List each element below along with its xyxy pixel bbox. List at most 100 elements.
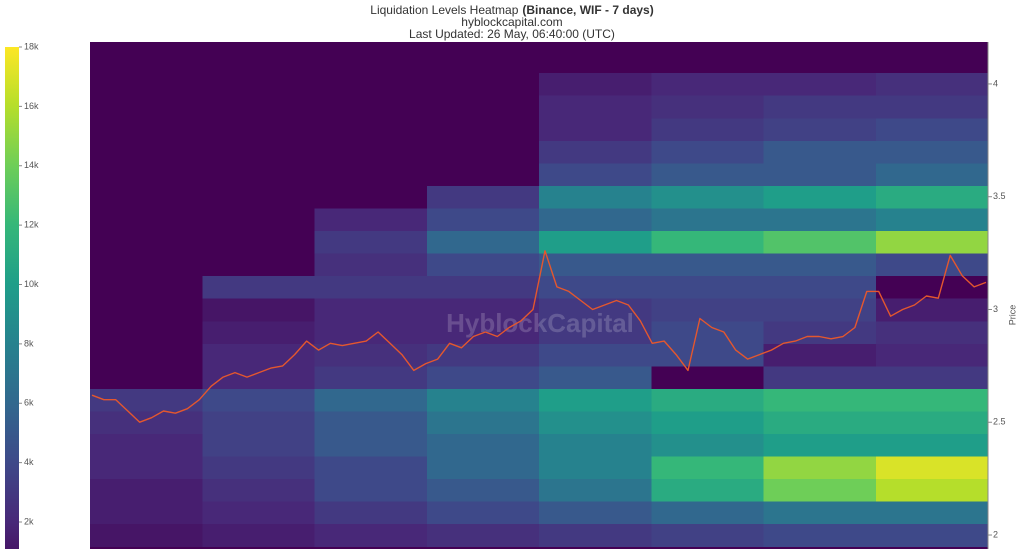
colorbar-tick-label: 2k	[24, 516, 34, 526]
heatmap-cell	[651, 230, 764, 254]
heatmap-cell	[314, 162, 428, 186]
heatmap-cell	[90, 433, 203, 457]
heatmap-cell	[651, 50, 764, 74]
heatmap-cell	[763, 72, 877, 96]
heatmap-cell	[651, 433, 764, 457]
heatmap-cell	[314, 50, 428, 74]
heatmap-cell	[651, 72, 764, 96]
heatmap-cell	[426, 410, 540, 435]
heatmap-cell	[202, 95, 315, 119]
heatmap-cell	[202, 50, 315, 74]
chart-title: Liquidation Levels Heatmap (Binance, WIF …	[370, 3, 653, 17]
colorbar-tick-label: 18k	[24, 41, 39, 51]
heatmap-cell	[875, 162, 988, 186]
heatmap-cell	[651, 95, 764, 119]
heatmap-cell	[539, 456, 652, 480]
heatmap-cell	[202, 433, 315, 457]
heatmap-cell	[426, 253, 540, 277]
heatmap-cell	[90, 410, 203, 435]
heatmap-cell	[90, 343, 203, 367]
heatmap-cell	[426, 275, 540, 299]
heatmap-cell	[314, 388, 428, 412]
heatmap-cell	[426, 343, 540, 367]
heatmap-cell	[90, 253, 203, 277]
colorbar	[5, 47, 19, 549]
heatmap-cell	[314, 365, 428, 389]
heatmap-cell	[314, 140, 428, 164]
heatmap-cell	[875, 230, 988, 254]
heatmap-cell	[90, 50, 203, 74]
heatmap-cell	[651, 140, 764, 164]
heatmap-cell	[202, 320, 315, 344]
heatmap-cell	[875, 275, 988, 299]
heatmap-cell	[426, 388, 540, 412]
heatmap-cell	[314, 320, 428, 344]
heatmap-cell	[202, 275, 315, 299]
heatmap-cell	[651, 478, 764, 502]
heatmap-cell	[651, 388, 764, 412]
heatmap-cell	[539, 410, 652, 435]
heatmap-cell	[426, 162, 540, 186]
heatmap-cell	[90, 523, 203, 547]
heatmap-cell	[314, 72, 428, 96]
heatmap-cell	[763, 185, 877, 209]
heatmap-cell	[426, 95, 540, 119]
heatmap-cell	[90, 388, 203, 412]
heatmap-cell	[875, 95, 988, 119]
heatmap-cell	[763, 320, 877, 344]
heatmap-cell	[875, 501, 988, 525]
heatmap-cell	[202, 365, 315, 389]
heatmap-cell	[539, 478, 652, 502]
heatmap-cell	[202, 72, 315, 96]
heatmap-cell	[875, 207, 988, 232]
last-updated: Last Updated: 26 May, 06:40:00 (UTC)	[409, 27, 615, 41]
colorbar-tick-label: 6k	[24, 398, 34, 408]
heatmap-cell	[90, 456, 203, 480]
watermark: HyblockCapital	[446, 308, 634, 338]
heatmap-cell	[763, 117, 877, 141]
heatmap-cell	[90, 207, 203, 232]
heatmap-cell	[763, 433, 877, 457]
colorbar-tick-label: 16k	[24, 101, 39, 111]
heatmap	[90, 50, 988, 547]
heatmap-cell	[875, 72, 988, 96]
heatmap-cell	[539, 320, 652, 344]
heatmap-cell	[539, 365, 652, 389]
heatmap-cell	[314, 410, 428, 435]
heatmap-cell	[763, 140, 877, 164]
heatmap-cell	[875, 456, 988, 480]
heatmap-cell	[314, 433, 428, 457]
heatmap-cell	[651, 162, 764, 186]
heatmap-cell	[426, 230, 540, 254]
heatmap-cell	[202, 343, 315, 367]
heatmap-cell	[90, 95, 203, 119]
heatmap-cell	[314, 275, 428, 299]
heatmap-cell	[426, 298, 540, 322]
heatmap-cell	[426, 117, 540, 141]
heatmap-cell	[202, 523, 315, 547]
heatmap-cell	[426, 501, 540, 525]
heatmap-cell	[426, 140, 540, 164]
title-bold: (Binance, WIF - 7 days)	[522, 3, 653, 17]
colorbar-tick-label: 8k	[24, 338, 34, 348]
heatmap-cell	[314, 456, 428, 480]
y-axis-label: Price	[1007, 305, 1017, 326]
heatmap-cell	[202, 230, 315, 254]
heatmap-cell	[651, 501, 764, 525]
heatmap-cell	[875, 433, 988, 457]
heatmap-cell	[90, 275, 203, 299]
heatmap-cell	[314, 185, 428, 209]
heatmap-cell	[202, 298, 315, 322]
heatmap-cell	[539, 253, 652, 277]
heatmap-cell	[763, 523, 877, 547]
heatmap-cell	[875, 50, 988, 74]
heatmap-cell	[426, 433, 540, 457]
heatmap-cell	[90, 185, 203, 209]
heatmap-cell	[314, 478, 428, 502]
heatmap-cell	[202, 456, 315, 480]
heatmap-cell	[426, 365, 540, 389]
colorbar-tick-label: 12k	[24, 220, 39, 230]
heatmap-cell	[539, 72, 652, 96]
heatmap-cell	[763, 207, 877, 232]
heatmap-cell	[651, 365, 764, 389]
